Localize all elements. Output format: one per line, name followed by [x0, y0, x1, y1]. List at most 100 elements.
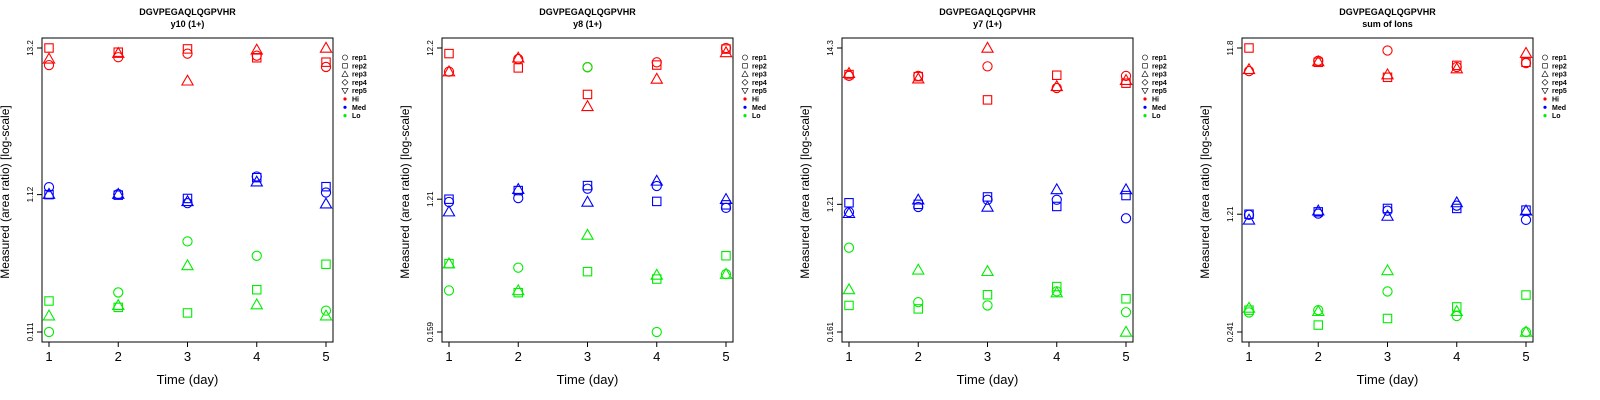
- y-tick-label: 11.8: [1226, 40, 1235, 56]
- data-point: [180, 194, 195, 207]
- data-point: [44, 296, 54, 306]
- legend-label: rep5: [752, 88, 767, 95]
- legend-symbol: [342, 63, 348, 69]
- data-point: [44, 43, 54, 53]
- data-point: [652, 196, 662, 207]
- data-point: [252, 172, 262, 183]
- y-tick-label: 0.159: [426, 321, 435, 342]
- data-point: [511, 182, 525, 194]
- x-tick-label: 4: [1053, 349, 1060, 364]
- data-point: [719, 45, 733, 58]
- data-point: [982, 194, 993, 205]
- data-point: [980, 264, 995, 277]
- data-point: [844, 300, 854, 311]
- data-point: [580, 228, 595, 240]
- data-point: [1521, 57, 1531, 68]
- legend-swatch: [743, 97, 747, 101]
- data-point: [182, 308, 193, 318]
- data-point: [1121, 294, 1131, 304]
- data-point: [651, 326, 662, 338]
- legend-label: rep3: [1552, 72, 1567, 79]
- x-tick-label: 4: [653, 349, 660, 364]
- data-point: [721, 200, 731, 210]
- legend-swatch: [743, 105, 747, 109]
- data-point: [651, 57, 662, 68]
- data-point: [111, 298, 125, 311]
- y-axis-label: Measured (area ratio) [log-scale]: [798, 105, 812, 278]
- data-point: [42, 52, 56, 64]
- legend-swatch: [343, 114, 347, 118]
- data-point: [1121, 190, 1131, 201]
- legend-swatch: [343, 105, 347, 109]
- x-tick-label: 3: [184, 349, 191, 364]
- legend-symbol: [341, 70, 349, 77]
- data-point: [1450, 304, 1464, 317]
- data-point: [1311, 203, 1325, 216]
- legend-swatch: [343, 97, 347, 101]
- legend-symbol: [741, 79, 749, 86]
- legend-label: rep4: [1152, 80, 1167, 87]
- chart-panel: DGVPEGAQLQGPVHR y10 (1+) 1 2 3 4 5 Time (day) 13…: [0, 7, 367, 387]
- data-point: [720, 202, 732, 214]
- data-point: [982, 61, 993, 72]
- legend-swatch: [743, 114, 747, 118]
- data-point: [182, 193, 193, 204]
- data-point: [252, 284, 262, 295]
- data-point: [113, 287, 124, 298]
- legend-label: Med: [752, 105, 766, 112]
- data-point: [250, 297, 264, 310]
- data-point: [43, 59, 55, 71]
- legend-swatch: [1143, 105, 1147, 109]
- x-tick-label: 5: [1522, 349, 1529, 364]
- y-tick-label: 14.3: [826, 40, 835, 56]
- legend-swatch: [1143, 97, 1147, 101]
- data-point: [582, 180, 593, 191]
- data-point: [842, 66, 856, 78]
- y-axis-label: Measured (area ratio) [log-scale]: [0, 105, 12, 278]
- legend-symbol: [1541, 70, 1549, 77]
- data-point: [650, 268, 664, 280]
- legend-swatch: [1543, 97, 1547, 101]
- legend-label: rep2: [1552, 63, 1567, 70]
- data-point: [1519, 203, 1533, 216]
- legend-label: Lo: [1152, 113, 1161, 120]
- data-point: [513, 262, 524, 273]
- data-point: [182, 44, 193, 54]
- legend-label: rep4: [752, 80, 767, 87]
- data-point: [182, 48, 193, 59]
- x-tick-label: 3: [584, 349, 591, 364]
- legend-label: Med: [1552, 105, 1566, 112]
- plot-frame: [41, 37, 334, 343]
- data-point: [582, 183, 593, 194]
- legend-label: rep1: [752, 55, 767, 62]
- data-point: [842, 206, 856, 219]
- data-point: [1051, 82, 1062, 94]
- legend-label: Lo: [1552, 113, 1561, 120]
- data-point: [1242, 62, 1256, 75]
- data-point: [721, 250, 731, 261]
- data-point: [650, 72, 664, 84]
- data-point: [1380, 67, 1395, 80]
- legend-label: rep3: [752, 72, 767, 79]
- data-point: [1050, 182, 1064, 195]
- legend-symbol: [1542, 63, 1548, 69]
- legend-symbol: [342, 54, 348, 61]
- x-axis-label: Time (day): [957, 372, 1019, 387]
- data-point: [651, 180, 662, 192]
- data-point: [1052, 281, 1062, 292]
- data-point: [43, 326, 55, 338]
- legend-label: rep4: [352, 80, 367, 87]
- data-point: [843, 206, 855, 218]
- legend-label: rep3: [1152, 72, 1167, 79]
- data-point: [911, 72, 925, 84]
- data-point: [1382, 313, 1393, 324]
- data-point: [650, 174, 664, 186]
- data-point: [1052, 201, 1062, 212]
- data-point: [321, 259, 331, 270]
- data-point: [1050, 79, 1064, 92]
- data-point: [442, 256, 456, 269]
- data-point: [580, 99, 595, 112]
- data-point: [251, 50, 262, 61]
